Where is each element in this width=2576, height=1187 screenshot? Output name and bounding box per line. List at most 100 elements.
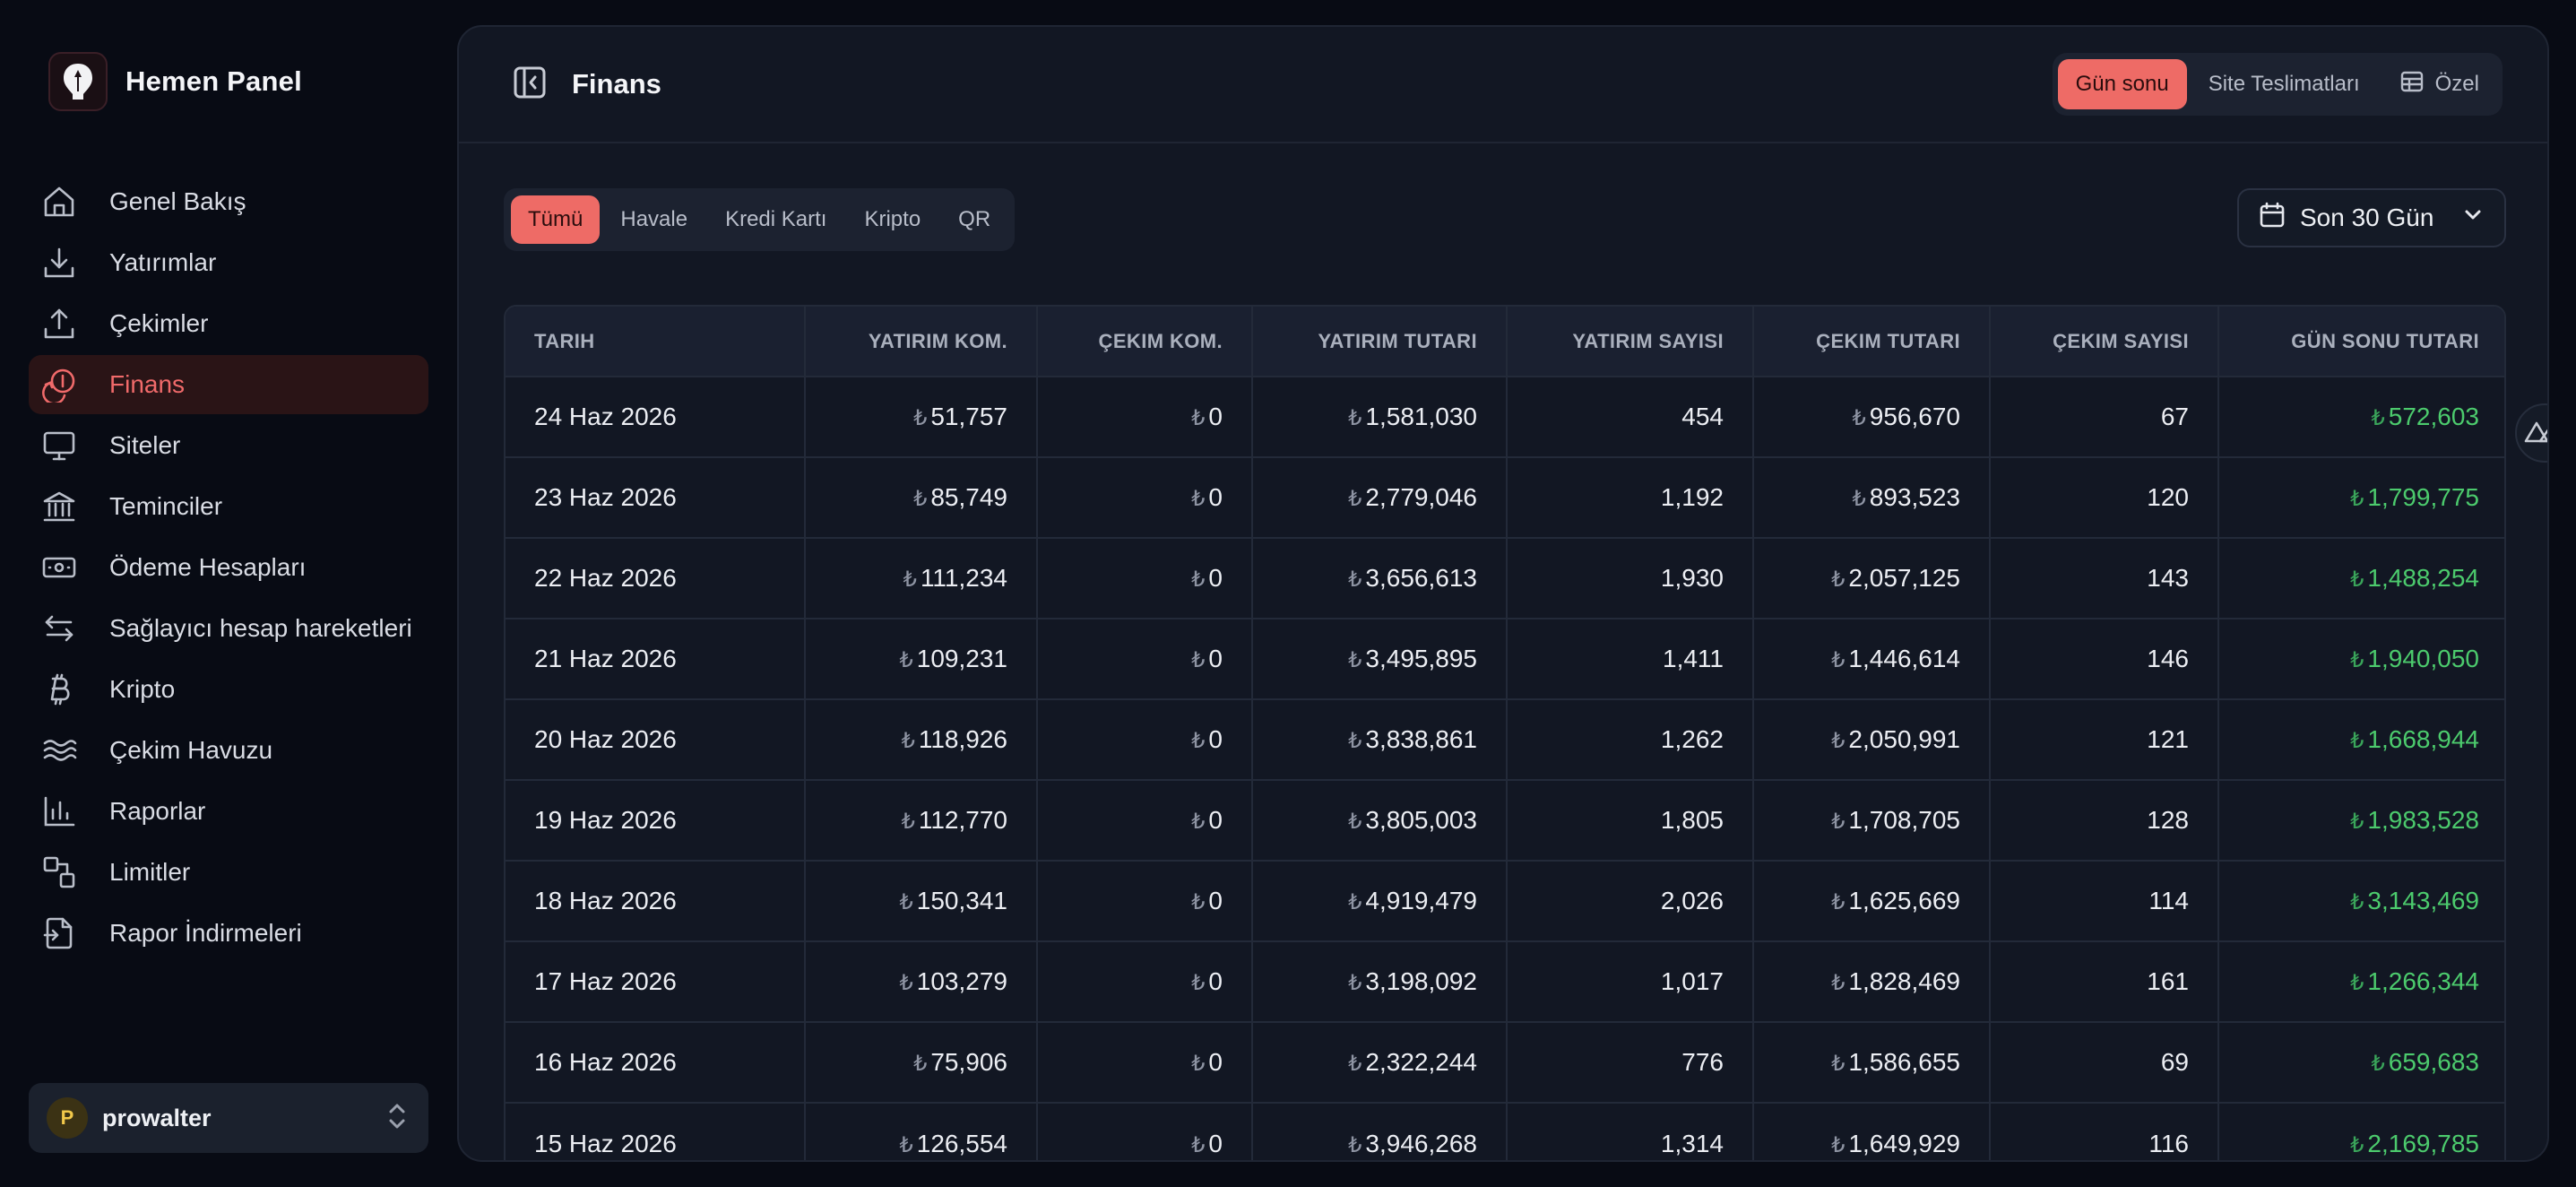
cell-eod: ₺ 1,940,050 — [2218, 618, 2504, 699]
page-header: Finans Gün sonu Site Teslimatları Özel — [459, 27, 2547, 143]
cell-value: 1,799,775 — [2367, 483, 2479, 511]
table-row[interactable]: 18 Haz 2026 ₺ 150,341 ₺ 0 ₺ 4,919,479 2,026 ₺ 1,6… — [506, 860, 2504, 941]
sidebar-item-teminciler[interactable]: Teminciler — [29, 477, 428, 536]
column-header[interactable]: TARIH — [506, 307, 806, 377]
view-tab-0[interactable]: Gün sonu — [2057, 59, 2187, 109]
cell-dep-fee: ₺ 118,926 — [805, 698, 1038, 780]
filter-tab-2[interactable]: Kredi Kartı — [725, 207, 827, 231]
cell-value: 1,411 — [1663, 645, 1724, 672]
column-header[interactable]: GÜN SONU TUTARI — [2291, 329, 2479, 352]
sidebar-toggle-icon[interactable] — [513, 65, 547, 104]
cell-value: 454 — [1681, 403, 1724, 430]
sidebar-item-label: Yatırımlar — [109, 248, 217, 276]
currency-symbol: ₺ — [1348, 1052, 1362, 1076]
sidebar-item-yatırımlar[interactable]: Yatırımlar — [29, 233, 428, 292]
currency-symbol: ₺ — [1191, 810, 1206, 834]
currency-symbol: ₺ — [1348, 890, 1362, 914]
cell-value: 0 — [1208, 806, 1223, 834]
column-header[interactable]: YATIRIM TUTARI — [1252, 307, 1508, 377]
cell-value: 2,026 — [1660, 887, 1724, 914]
sidebar-item-label: Rapor İndirmeleri — [109, 919, 302, 947]
column-header[interactable]: YATIRIM SAYISI — [1507, 307, 1754, 377]
sidebar-item-finans[interactable]: Finans — [29, 355, 428, 414]
sidebar-item-genel-bakış[interactable]: Genel Bakış — [29, 172, 428, 231]
cell-wd-count: 146 — [1990, 618, 2219, 699]
filter-tab-1[interactable]: Havale — [620, 207, 688, 231]
cell-value: 150,341 — [916, 887, 1007, 914]
sidebar-item-çekimler[interactable]: Çekimler — [29, 294, 428, 353]
table-row[interactable]: 20 Haz 2026 ₺ 118,926 ₺ 0 ₺ 3,838,861 1,262 ₺ 2,0… — [506, 698, 2504, 780]
column-header[interactable]: ÇEKIM SAYISI — [1990, 307, 2219, 377]
currency-symbol: ₺ — [2350, 568, 2364, 592]
currency-symbol: ₺ — [1191, 487, 1206, 511]
cell-wd-amount: ₺ 1,828,469 — [1753, 940, 1991, 1022]
column-header[interactable]: ÇEKIM KOM. — [1037, 307, 1253, 377]
cell-value: 1,983,528 — [2367, 806, 2479, 834]
cell-wd-count: 120 — [1990, 456, 2219, 538]
cell-value: 85,749 — [930, 483, 1007, 511]
currency-symbol: ₺ — [913, 406, 928, 430]
bank-icon — [39, 487, 79, 526]
cell-value: 1,805 — [1660, 806, 1724, 834]
cell-dep-count: 1,262 — [1507, 698, 1754, 780]
table-row[interactable]: 23 Haz 2026 ₺ 85,749 ₺ 0 ₺ 2,779,046 1,192 ₺ 893,… — [506, 456, 2504, 538]
cell-dep-amount: ₺ 3,495,895 — [1252, 618, 1508, 699]
column-header[interactable]: YATIRIM KOM. — [805, 307, 1038, 377]
date-range-select[interactable]: Son 30 Gün — [2237, 188, 2506, 247]
view-tab-2[interactable]: Özel — [2382, 59, 2497, 109]
cell-value: 3,946,268 — [1365, 1129, 1477, 1157]
column-header[interactable]: ÇEKIM TUTARI — [1753, 307, 1991, 377]
currency-symbol: ₺ — [1191, 648, 1206, 672]
user-switcher[interactable]: P prowalter — [29, 1083, 428, 1153]
cell-value: 1,581,030 — [1365, 403, 1477, 430]
cell-value: 1,266,344 — [2367, 967, 2479, 995]
cell-eod: ₺ 2,169,785 — [2218, 1102, 2504, 1160]
currency-symbol: ₺ — [899, 1132, 913, 1157]
brand[interactable]: Hemen Panel — [48, 52, 302, 111]
filter-tab-4[interactable]: QR — [958, 207, 991, 231]
currency-symbol: ₺ — [1348, 1132, 1362, 1157]
table-row[interactable]: 15 Haz 2026 ₺ 126,554 ₺ 0 ₺ 3,946,268 1,314 ₺ 1,6… — [506, 1102, 2504, 1160]
cell-value: 3,143,469 — [2367, 887, 2479, 914]
cell-wd-fee: ₺ 0 — [1037, 537, 1253, 619]
calendar-icon — [2259, 202, 2286, 235]
cell-dep-count: 1,192 — [1507, 456, 1754, 538]
floating-widget-handle[interactable] — [2515, 403, 2547, 463]
currency-symbol: ₺ — [2350, 810, 2364, 834]
cell-value: 1,668,944 — [2367, 725, 2479, 753]
cell-dep-amount: ₺ 3,838,861 — [1252, 698, 1508, 780]
cell-value: 776 — [1681, 1048, 1724, 1076]
sidebar-item-çekim-havuzu[interactable]: Çekim Havuzu — [29, 721, 428, 780]
cell-dep-count: 454 — [1507, 376, 1754, 457]
table-row[interactable]: 21 Haz 2026 ₺ 109,231 ₺ 0 ₺ 3,495,895 1,411 ₺ 1,4… — [506, 618, 2504, 699]
sidebar-item-limitler[interactable]: Limitler — [29, 843, 428, 902]
cell-value: 1,586,655 — [1848, 1048, 1960, 1076]
currency-symbol: ₺ — [2371, 406, 2385, 430]
table-row[interactable]: 16 Haz 2026 ₺ 75,906 ₺ 0 ₺ 2,322,244 776 ₺ 1,586,… — [506, 1021, 2504, 1103]
sidebar-item-siteler[interactable]: Siteler — [29, 416, 428, 475]
cell-wd-amount: ₺ 956,670 — [1753, 376, 1991, 457]
sidebar-item-kripto[interactable]: Kripto — [29, 660, 428, 719]
sidebar-item-raporlar[interactable]: Raporlar — [29, 782, 428, 841]
cell-dep-amount: ₺ 2,322,244 — [1252, 1021, 1508, 1103]
sidebar-item-ödeme-hesapları[interactable]: Ödeme Hesapları — [29, 538, 428, 597]
sidebar-item-sağlayıcı-hesap-hareketleri[interactable]: Sağlayıcı hesap hareketleri — [29, 599, 428, 658]
shapes-icon — [39, 853, 79, 892]
cell-dep-count: 1,314 — [1507, 1102, 1754, 1160]
filter-tab-0[interactable]: Tümü — [511, 195, 601, 244]
sidebar-item-rapor-i-ndirmeleri[interactable]: Rapor İndirmeleri — [29, 904, 428, 963]
cell-date: 20 Haz 2026 — [506, 698, 806, 780]
currency-symbol: ₺ — [913, 1052, 928, 1076]
table-row[interactable]: 17 Haz 2026 ₺ 103,279 ₺ 0 ₺ 3,198,092 1,017 ₺ 1,8… — [506, 940, 2504, 1022]
table-row[interactable]: 22 Haz 2026 ₺ 111,234 ₺ 0 ₺ 3,656,613 1,930 ₺ 2,0… — [506, 537, 2504, 619]
table-row[interactable]: 19 Haz 2026 ₺ 112,770 ₺ 0 ₺ 3,805,003 1,805 ₺ 1,7… — [506, 779, 2504, 861]
currency-symbol: ₺ — [899, 971, 913, 995]
currency-symbol: ₺ — [2350, 729, 2364, 753]
brand-logo-icon — [48, 52, 108, 111]
cell-value: 21 Haz 2026 — [534, 645, 677, 672]
filter-tab-3[interactable]: Kripto — [864, 207, 921, 231]
view-tab-1[interactable]: Site Teslimatları — [2191, 59, 2378, 109]
cell-wd-amount: ₺ 2,050,991 — [1753, 698, 1991, 780]
cell-value: 1,649,929 — [1848, 1129, 1960, 1157]
table-row[interactable]: 24 Haz 2026 ₺ 51,757 ₺ 0 ₺ 1,581,030 454 ₺ 956,67… — [506, 376, 2504, 457]
